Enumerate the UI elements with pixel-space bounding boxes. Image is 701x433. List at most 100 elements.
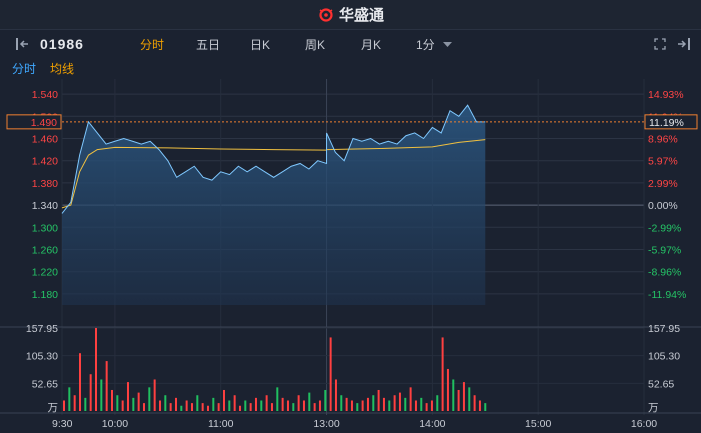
volume-bar [361, 400, 364, 411]
volume-bar [121, 400, 124, 411]
price-tick-label: 1.420 [32, 156, 58, 168]
time-tick-label: 13:00 [313, 418, 339, 430]
title-bar: 华盛通 [0, 0, 701, 30]
volume-bar [292, 403, 295, 411]
volume-bar [452, 379, 455, 411]
volume-bar [148, 387, 151, 411]
volume-bar [233, 395, 236, 411]
volume-bar [398, 392, 401, 411]
volume-bar [206, 405, 209, 411]
percent-tick-label: -5.97% [648, 245, 681, 257]
tab-monthly-k[interactable]: 月K [361, 38, 382, 52]
percent-tick-label: 0.00% [648, 200, 678, 212]
tab-weekly-k[interactable]: 周K [305, 38, 326, 52]
volume-bar [420, 397, 423, 411]
average-line [61, 139, 486, 209]
volume-bar [478, 400, 481, 411]
volume-bar [356, 403, 359, 411]
volume-bar [318, 400, 321, 411]
indicator-average-label[interactable]: 均线 [50, 62, 75, 76]
percent-tick-label: 14.93% [648, 89, 684, 101]
volume-bar [382, 397, 385, 411]
volume-bar [89, 374, 92, 411]
price-tick-label: 1.380 [32, 178, 58, 190]
cursor-percent-box [644, 114, 698, 130]
price-tick-label: 1.300 [32, 222, 58, 234]
price-tick-label: 1.460 [32, 134, 58, 146]
volume-bar [228, 400, 231, 411]
tab-five-day[interactable]: 五日 [196, 38, 221, 52]
volume-bar [254, 397, 257, 411]
volume-bar [249, 403, 252, 411]
volume-bar [78, 353, 81, 411]
fullscreen-icon[interactable] [654, 38, 666, 50]
volume-bar [324, 389, 327, 411]
volume-bar [153, 379, 156, 411]
volume-bar [185, 400, 188, 411]
volume-bar [297, 395, 300, 411]
volume-bar [73, 395, 76, 411]
app-logo-icon [319, 7, 333, 22]
volume-bar [63, 400, 65, 411]
collapse-left-icon[interactable] [15, 38, 31, 50]
indicator-intraday-label[interactable]: 分时 [12, 62, 37, 76]
volume-bar [484, 403, 487, 411]
volume-bar [238, 405, 241, 411]
chevron-down-icon[interactable] [443, 42, 452, 48]
volume-bar [137, 392, 140, 411]
volume-bar [286, 400, 289, 411]
volume-bar [377, 389, 380, 411]
volume-bar [345, 397, 348, 411]
volume-bar [164, 395, 167, 411]
volume-bar [190, 403, 193, 411]
price-area-fill [62, 105, 486, 305]
volume-bar [281, 397, 284, 411]
volume-tick-label-right: 105.30 [648, 351, 680, 363]
volume-bar [334, 379, 337, 411]
volume-bar [169, 403, 172, 411]
price-line [61, 104, 486, 214]
volume-bar [446, 368, 449, 411]
percent-tick-label: 2.99% [648, 178, 678, 190]
time-tick-label: 15:00 [525, 418, 551, 430]
collapse-right-icon[interactable] [675, 38, 691, 50]
volume-bar [110, 389, 113, 411]
volume-bar [372, 395, 375, 411]
volume-tick-label: 万 [48, 402, 59, 414]
volume-bar [180, 405, 183, 411]
intraday-chart[interactable]: 1.54014.93%1.50011.94%1.4608.96%1.4205.9… [0, 76, 701, 433]
volume-bar [414, 400, 417, 411]
volume-tick-label: 52.65 [32, 378, 58, 390]
volume-bar [425, 403, 428, 411]
time-tick-label: 14:00 [419, 418, 445, 430]
price-tick-label: 1.260 [32, 245, 58, 257]
percent-tick-label: -8.96% [648, 267, 681, 279]
app-brand: 华盛通 [317, 4, 384, 25]
volume-bar [196, 395, 199, 411]
volume-tick-label-right: 52.65 [648, 378, 674, 390]
volume-bar [260, 400, 263, 411]
price-tick-label: 1.220 [32, 267, 58, 279]
cursor-percent-label: 11.19% [649, 117, 684, 129]
tab-period-select[interactable]: 1分 [416, 38, 435, 52]
volume-bar [340, 395, 343, 411]
volume-bar [212, 397, 215, 411]
cursor-price-label: 1.490 [31, 117, 57, 129]
volume-bar [457, 389, 460, 411]
tab-daily-k[interactable]: 日K [250, 38, 271, 52]
volume-bar [468, 387, 471, 411]
volume-bar [388, 400, 391, 411]
volume-bar [276, 387, 279, 411]
volume-tick-label-right: 157.95 [648, 323, 680, 335]
volume-bar [126, 382, 129, 411]
price-tick-label: 1.540 [32, 89, 58, 101]
volume-bar [217, 403, 220, 411]
volume-bar [430, 400, 433, 411]
tab-intraday[interactable]: 分时 [140, 38, 165, 52]
volume-bar [462, 382, 465, 411]
stock-code: 01986 [40, 36, 84, 52]
volume-bar [308, 392, 311, 411]
volume-bar [473, 395, 476, 411]
time-tick-label: 11:00 [208, 418, 234, 430]
percent-tick-label: -2.99% [648, 222, 681, 234]
